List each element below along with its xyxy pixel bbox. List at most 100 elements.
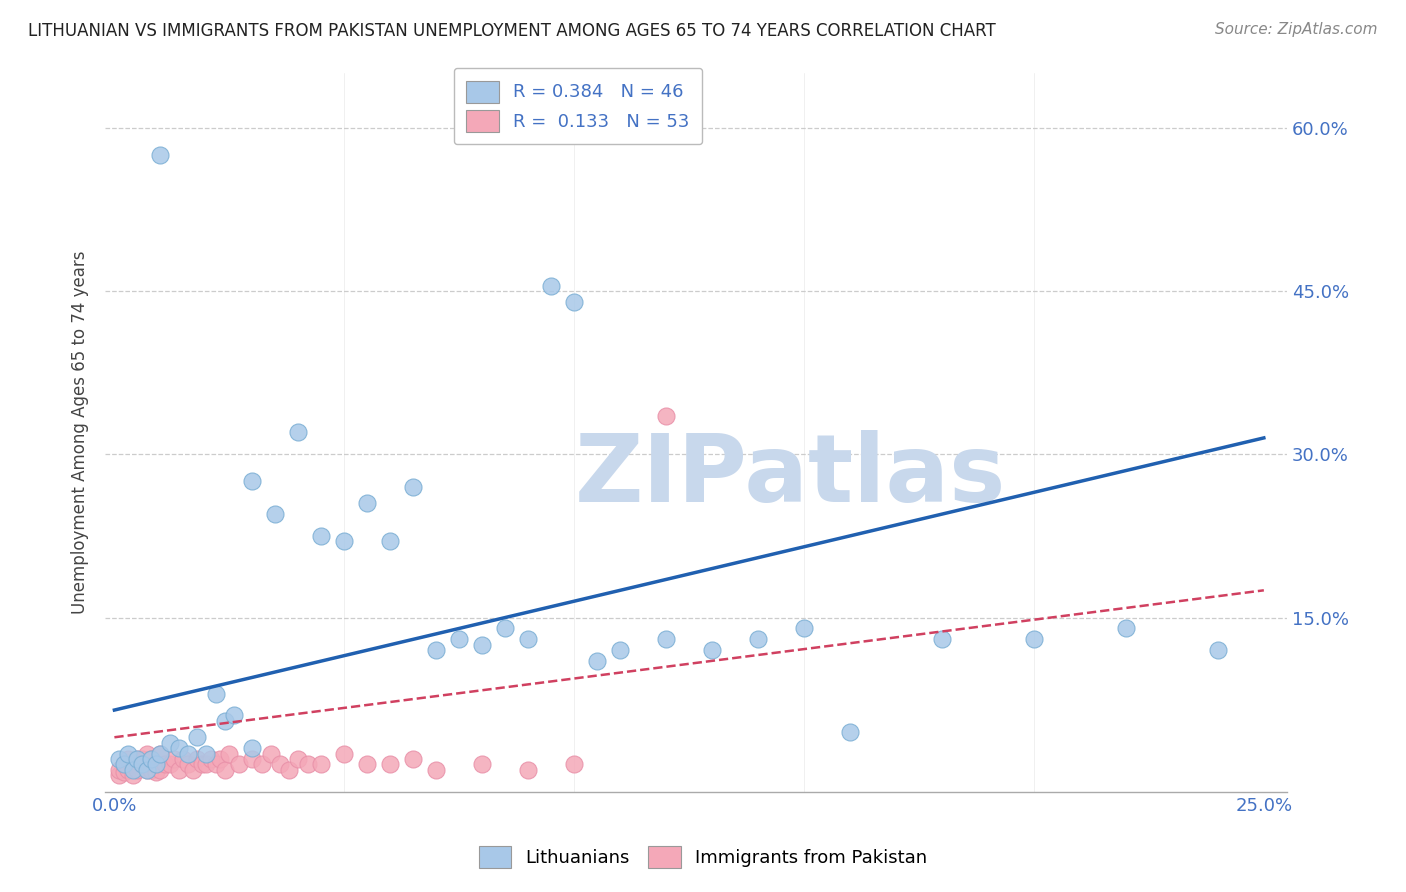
Point bbox=[127, 752, 149, 766]
Point bbox=[356, 496, 378, 510]
Point bbox=[177, 757, 200, 772]
Point bbox=[333, 534, 356, 549]
Point bbox=[562, 294, 585, 309]
Point bbox=[145, 757, 167, 772]
Point bbox=[655, 409, 678, 424]
Point bbox=[287, 425, 309, 440]
Point bbox=[159, 736, 181, 750]
Point bbox=[250, 757, 273, 772]
Point bbox=[1022, 632, 1045, 647]
Point bbox=[121, 763, 143, 777]
Point bbox=[149, 747, 172, 761]
Point bbox=[260, 747, 283, 761]
Point bbox=[149, 148, 172, 162]
Point bbox=[471, 638, 494, 652]
Point bbox=[278, 763, 301, 777]
Point bbox=[127, 752, 149, 766]
Point bbox=[214, 763, 236, 777]
Point bbox=[135, 763, 157, 777]
Point bbox=[195, 757, 218, 772]
Point bbox=[191, 757, 214, 772]
Point bbox=[425, 763, 447, 777]
Point bbox=[131, 752, 153, 766]
Point bbox=[494, 621, 516, 635]
Point bbox=[356, 757, 378, 772]
Point bbox=[517, 763, 540, 777]
Point bbox=[1206, 643, 1229, 657]
Point bbox=[228, 757, 250, 772]
Point bbox=[931, 632, 953, 647]
Point bbox=[204, 687, 226, 701]
Point bbox=[145, 765, 167, 780]
Point bbox=[540, 278, 562, 293]
Point bbox=[200, 752, 222, 766]
Text: Source: ZipAtlas.com: Source: ZipAtlas.com bbox=[1215, 22, 1378, 37]
Point bbox=[333, 747, 356, 761]
Point bbox=[264, 507, 287, 521]
Point bbox=[186, 752, 208, 766]
Point bbox=[402, 752, 425, 766]
Point bbox=[380, 757, 402, 772]
Legend: Lithuanians, Immigrants from Pakistan: Lithuanians, Immigrants from Pakistan bbox=[468, 835, 938, 879]
Point bbox=[153, 757, 176, 772]
Point bbox=[380, 534, 402, 549]
Point bbox=[311, 757, 333, 772]
Point bbox=[204, 757, 226, 772]
Point bbox=[159, 757, 181, 772]
Point bbox=[402, 480, 425, 494]
Point bbox=[297, 757, 319, 772]
Point bbox=[117, 752, 139, 766]
Point bbox=[141, 763, 163, 777]
Point bbox=[181, 763, 204, 777]
Point bbox=[117, 763, 139, 777]
Point bbox=[1115, 621, 1137, 635]
Y-axis label: Unemployment Among Ages 65 to 74 years: Unemployment Among Ages 65 to 74 years bbox=[72, 251, 89, 615]
Point bbox=[167, 763, 190, 777]
Point bbox=[209, 752, 232, 766]
Point bbox=[121, 757, 143, 772]
Point bbox=[131, 757, 153, 772]
Point bbox=[108, 752, 131, 766]
Point bbox=[117, 747, 139, 761]
Point bbox=[149, 747, 172, 761]
Point bbox=[172, 752, 194, 766]
Point bbox=[839, 724, 862, 739]
Point bbox=[112, 757, 135, 772]
Point bbox=[112, 765, 135, 780]
Point bbox=[127, 763, 149, 777]
Point bbox=[240, 741, 263, 756]
Point bbox=[222, 708, 245, 723]
Point bbox=[311, 529, 333, 543]
Text: ZIPatlas: ZIPatlas bbox=[575, 430, 1007, 522]
Point bbox=[163, 752, 186, 766]
Legend: R = 0.384   N = 46, R =  0.133   N = 53: R = 0.384 N = 46, R = 0.133 N = 53 bbox=[454, 68, 702, 145]
Point bbox=[135, 763, 157, 777]
Point bbox=[145, 757, 167, 772]
Point bbox=[167, 741, 190, 756]
Point bbox=[186, 731, 208, 745]
Point bbox=[240, 475, 263, 489]
Point bbox=[655, 632, 678, 647]
Point bbox=[747, 632, 769, 647]
Point bbox=[149, 763, 172, 777]
Point bbox=[108, 768, 131, 782]
Point bbox=[121, 768, 143, 782]
Point bbox=[269, 757, 291, 772]
Point bbox=[108, 763, 131, 777]
Point bbox=[562, 757, 585, 772]
Point bbox=[195, 747, 218, 761]
Point bbox=[141, 752, 163, 766]
Point bbox=[517, 632, 540, 647]
Point bbox=[449, 632, 471, 647]
Point bbox=[214, 714, 236, 728]
Point bbox=[793, 621, 815, 635]
Text: LITHUANIAN VS IMMIGRANTS FROM PAKISTAN UNEMPLOYMENT AMONG AGES 65 TO 74 YEARS CO: LITHUANIAN VS IMMIGRANTS FROM PAKISTAN U… bbox=[28, 22, 995, 40]
Point bbox=[287, 752, 309, 766]
Point bbox=[609, 643, 631, 657]
Point bbox=[471, 757, 494, 772]
Point bbox=[240, 752, 263, 766]
Point bbox=[218, 747, 240, 761]
Point bbox=[112, 757, 135, 772]
Point bbox=[700, 643, 723, 657]
Point bbox=[131, 757, 153, 772]
